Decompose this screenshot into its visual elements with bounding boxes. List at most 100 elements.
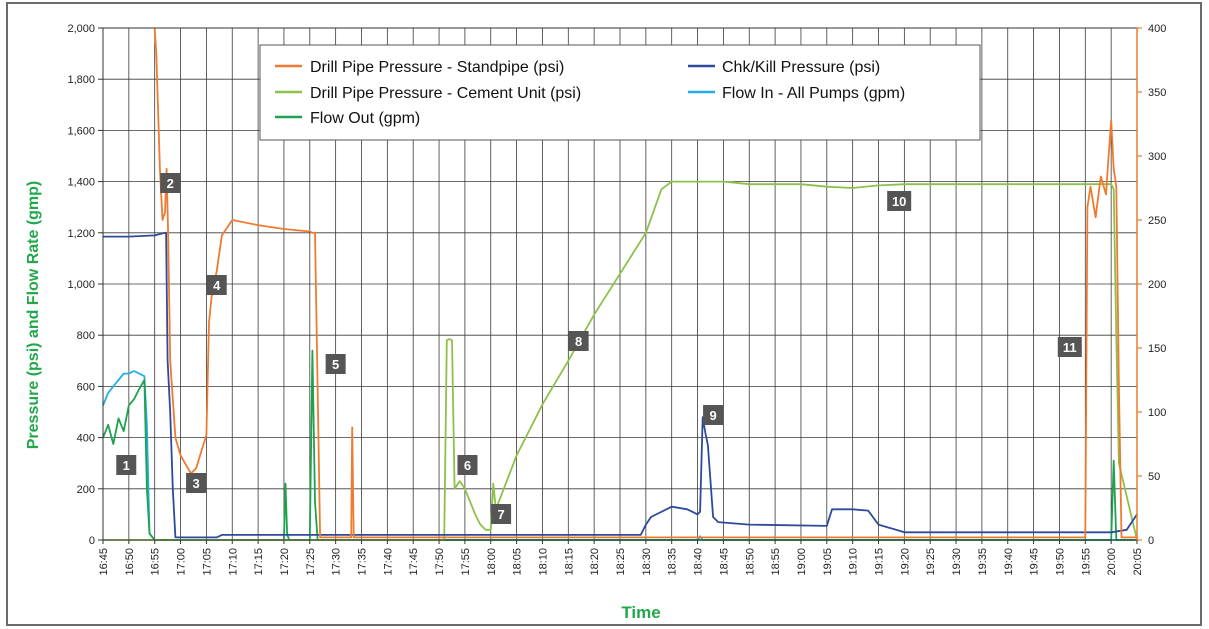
x-tick-label: 20:00 [1106, 548, 1118, 576]
x-tick-label: 19:25 [925, 548, 937, 576]
x-tick-label: 19:40 [1003, 548, 1015, 576]
y2-tick-label: 50 [1148, 471, 1160, 483]
y2-tick-label: 0 [1148, 535, 1154, 547]
series-line-2 [103, 180, 1138, 541]
y2-tick-label: 200 [1148, 279, 1166, 291]
y-tick-label: 2,000 [67, 23, 95, 35]
annotation-marker-box [116, 455, 137, 475]
x-tick-label: 18:45 [718, 548, 730, 576]
legend-label-chk-kill: Chk/Kill Pressure (psi) [722, 59, 880, 76]
annotation-marker-label: 2 [167, 176, 174, 191]
x-tick-label: 18:35 [667, 548, 679, 576]
legend-label-standpipe: Drill Pipe Pressure - Standpipe (psi) [310, 59, 564, 76]
y-tick-label: 1,000 [67, 279, 95, 291]
y-tick-label: 600 [77, 381, 95, 393]
x-axis-title: Time [621, 603, 660, 622]
x-tick-label: 17:35 [357, 548, 369, 576]
y-tick-label: 1,400 [67, 177, 95, 189]
x-tick-label: 19:20 [899, 548, 911, 576]
annotation-marker-box [568, 331, 589, 351]
x-tick-label: 17:15 [253, 548, 265, 576]
x-tick-label: 19:30 [951, 548, 963, 576]
x-tick-label: 18:55 [770, 548, 782, 576]
annotation-marker-label: 4 [213, 278, 221, 293]
y-axis-left: 0 200 400 600 800 1,000 1,200 1,400 1,600 1,800 2,… [67, 23, 103, 547]
y-axis-title: Pressure (psi) and Flow Rate (gmp) [25, 181, 42, 449]
y-tick-label: 1,600 [67, 125, 95, 137]
legend: Drill Pipe Pressure - Standpipe (psi) Ch… [259, 44, 981, 141]
annotation-marker-label: 5 [332, 357, 339, 372]
y-tick-label: 1,200 [67, 228, 95, 240]
x-tick-label: 18:00 [486, 548, 498, 576]
annotation-marker-label: 10 [892, 194, 906, 209]
annotation-marker-label: 8 [575, 334, 582, 349]
annotation-marker-box [206, 275, 227, 295]
x-tick-label: 19:45 [1029, 548, 1041, 576]
x-tick-label: 17:45 [408, 548, 420, 576]
y-tick-label: 1,800 [67, 74, 95, 86]
y2-tick-label: 150 [1148, 343, 1166, 355]
x-tick-label: 19:10 [848, 548, 860, 576]
annotation-marker-label: 9 [709, 408, 716, 423]
x-tick-label: 16:50 [124, 548, 136, 576]
annotation-marker-box [325, 354, 346, 374]
x-axis: 16:45 16:50 16:55 17:00 17:05 17:10 17:15 17:20… [98, 540, 1144, 576]
x-tick-label: 19:35 [977, 548, 989, 576]
x-tick-label: 18:25 [615, 548, 627, 576]
x-tick-label: 18:05 [512, 548, 524, 576]
x-tick-label: 17:40 [382, 548, 394, 576]
x-tick-label: 18:40 [693, 548, 705, 576]
annotation-marker-box [457, 455, 478, 475]
annotation-marker-label: 11 [1063, 340, 1077, 355]
y-tick-label: 800 [77, 330, 95, 342]
annotation-marker-label: 1 [123, 458, 130, 473]
x-tick-label: 17:05 [201, 548, 213, 576]
x-tick-label: 17:30 [331, 548, 343, 576]
legend-label-flow-out: Flow Out (gpm) [310, 110, 420, 127]
y2-tick-label: 300 [1148, 151, 1166, 163]
legend-box [259, 44, 981, 141]
series-line-1 [103, 231, 1138, 539]
x-tick-label: 17:00 [176, 548, 188, 576]
annotation-marker-label: 7 [497, 507, 504, 522]
annotation-marker-label: 3 [192, 476, 199, 491]
y2-tick-label: 100 [1148, 407, 1166, 419]
x-tick-label: 19:05 [822, 548, 834, 576]
y2-tick-label: 400 [1148, 23, 1166, 35]
annotation-marker-box [703, 405, 724, 425]
y-tick-label: 400 [77, 433, 95, 445]
x-tick-label: 17:55 [460, 548, 472, 576]
annotation-markers: 1 2 3 4 5 6 7 8 9 10 11 [116, 173, 1082, 524]
annotation-marker-label: 6 [464, 458, 471, 473]
y2-tick-label: 250 [1148, 215, 1166, 227]
y-tick-label: 200 [77, 484, 95, 496]
x-tick-label: 20:05 [1132, 548, 1144, 576]
x-tick-label: 16:55 [150, 548, 162, 576]
y-axis-right: 0 50 100 150 200 250 300 350 400 [1136, 23, 1166, 547]
y2-tick-label: 350 [1148, 87, 1166, 99]
y-tick-label: 0 [89, 535, 95, 547]
x-tick-label: 18:30 [641, 548, 653, 576]
x-tick-label: 18:10 [537, 548, 549, 576]
legend-label-flow-in: Flow In - All Pumps (gpm) [722, 85, 905, 102]
x-tick-label: 19:50 [1054, 548, 1066, 576]
annotation-marker-box [491, 504, 512, 524]
x-tick-label: 19:00 [796, 548, 808, 576]
x-tick-label: 19:15 [874, 548, 886, 576]
x-tick-label: 18:50 [744, 548, 756, 576]
annotation-marker-box [186, 473, 207, 493]
x-tick-label: 17:25 [305, 548, 317, 576]
annotation-marker-box [160, 173, 181, 193]
x-tick-label: 17:10 [227, 548, 239, 576]
annotation-marker-box [1057, 337, 1082, 357]
x-tick-label: 18:15 [563, 548, 575, 576]
annotation-marker-box [887, 191, 912, 211]
x-tick-label: 17:20 [279, 548, 291, 576]
x-tick-label: 18:20 [589, 548, 601, 576]
x-tick-label: 17:50 [434, 548, 446, 576]
x-tick-label: 16:45 [98, 548, 110, 576]
series-line-0 [153, 27, 1137, 539]
x-tick-label: 19:55 [1080, 548, 1092, 576]
legend-label-cement-unit: Drill Pipe Pressure - Cement Unit (psi) [310, 85, 581, 102]
